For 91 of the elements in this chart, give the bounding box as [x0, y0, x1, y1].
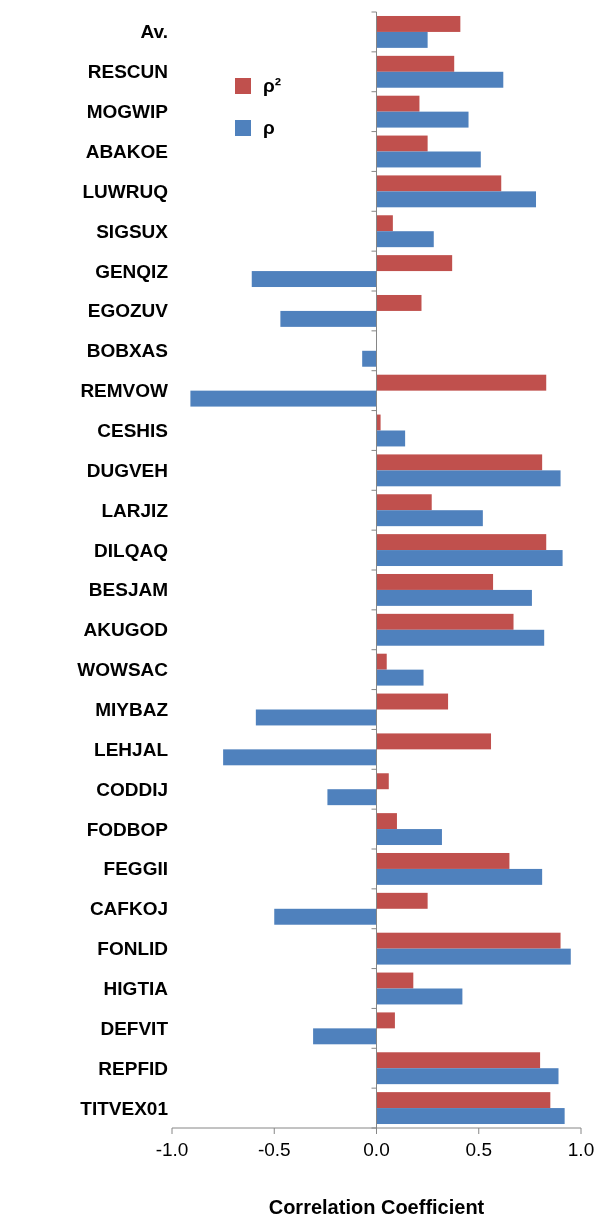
bar [376, 215, 393, 232]
bar [376, 454, 543, 471]
y-tick-label: FONLID [97, 938, 168, 960]
bar [376, 1108, 565, 1125]
bar [251, 271, 377, 288]
y-tick-label: FEGGII [103, 858, 168, 880]
x-tick-label: -1.0 [155, 1139, 189, 1160]
y-tick-label: ABAKOE [85, 141, 168, 162]
bar [376, 693, 449, 710]
bar [255, 709, 377, 726]
y-tick-label: LARJIZ [101, 499, 169, 521]
bar [376, 629, 545, 646]
bar [376, 151, 481, 168]
y-tick-label: SIGSUX [96, 220, 169, 242]
bar [376, 95, 420, 112]
bar [376, 733, 492, 750]
bar [376, 573, 494, 590]
bar [376, 1012, 395, 1029]
y-tick-label: RESCUN [87, 61, 168, 83]
bar [327, 789, 377, 806]
bar [376, 613, 514, 630]
y-tick-label: CAFKOJ [89, 898, 168, 920]
bar [274, 908, 377, 925]
bar [190, 390, 377, 407]
bar [376, 470, 561, 487]
y-tick-label: CODDIJ [96, 778, 168, 800]
y-tick-label: REMVOW [80, 380, 169, 402]
y-tick-label: LEHJAL [94, 738, 169, 760]
bar [376, 414, 381, 431]
bar [376, 175, 502, 192]
legend-label: ρ [263, 117, 275, 138]
bar [376, 972, 414, 989]
bar [376, 374, 547, 391]
bar [376, 589, 532, 606]
y-tick-label: DILQAQ [94, 539, 168, 561]
bar [313, 1028, 377, 1045]
bar [376, 31, 428, 48]
x-axis-title: Correlation Coefficient [268, 1196, 485, 1218]
bar [376, 1068, 559, 1085]
y-tick-label: TITVEX01 [80, 1097, 169, 1119]
bar [376, 111, 469, 128]
y-tick-label: LUWRUQ [82, 180, 168, 202]
bar [376, 294, 422, 311]
bar [376, 868, 543, 885]
y-tick-label: REPFID [98, 1057, 168, 1079]
y-tick-label: DUGVEH [86, 459, 168, 481]
y-tick-label: HIGTIA [103, 978, 169, 999]
y-tick-label: Av. [140, 21, 168, 43]
bar [376, 494, 432, 511]
bar [376, 255, 453, 272]
y-tick-label: BOBXAS [86, 340, 168, 362]
bar [376, 773, 389, 790]
x-tick-label: -0.5 [257, 1139, 291, 1160]
y-tick-label: BESJAM [88, 579, 168, 601]
bar [376, 510, 483, 527]
bar [376, 135, 428, 152]
bar [376, 191, 537, 208]
bar [376, 55, 455, 72]
y-tick-label: FODBOP [86, 818, 169, 840]
x-tick-label: 0.0 [363, 1139, 390, 1160]
bar [376, 988, 463, 1005]
bar [376, 829, 442, 846]
y-tick-label: WOWSAC [77, 659, 169, 681]
bar [376, 1092, 551, 1109]
bar [223, 749, 377, 766]
y-tick-label: CESHIS [97, 420, 168, 441]
legend-label: ρ² [263, 75, 282, 96]
bar [376, 653, 387, 670]
bar [280, 310, 377, 327]
bar [376, 550, 563, 567]
bar [376, 948, 571, 965]
y-tick-label: MIYBAZ [95, 699, 169, 720]
bar [376, 852, 510, 869]
bar [376, 669, 424, 686]
y-tick-label: GENQIZ [95, 260, 169, 282]
x-tick-label: 1.0 [567, 1139, 595, 1160]
bar [376, 892, 428, 909]
x-tick-label: 0.5 [465, 1139, 492, 1160]
bar [362, 350, 377, 367]
bar [376, 231, 434, 248]
bar [376, 15, 461, 32]
bar [376, 430, 406, 447]
bar [376, 932, 561, 949]
bar [376, 71, 504, 88]
y-tick-label: EGOZUV [87, 300, 169, 322]
y-tick-label: AKUGOD [83, 619, 168, 641]
y-tick-label: MOGWIP [86, 101, 169, 123]
bar [376, 1052, 541, 1069]
bar [376, 534, 547, 551]
bar [376, 813, 397, 830]
y-tick-label: DEFVIT [100, 1017, 169, 1039]
